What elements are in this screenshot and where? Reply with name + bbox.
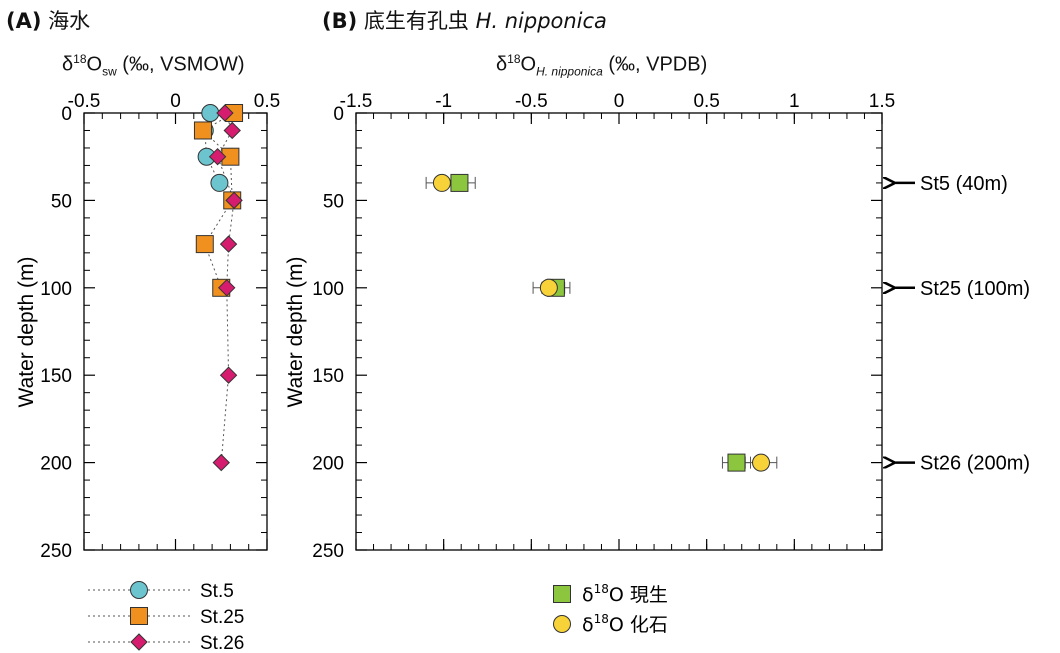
panel-b-station-annotations: St5 (40m) St25 (100m) St26 (200m): [893, 173, 1030, 475]
legend-label: St.5: [200, 581, 234, 602]
station-label: St26 (200m): [920, 453, 1030, 475]
legend-marker: [130, 581, 148, 599]
panel-b-label: (B): [322, 9, 358, 33]
data-point-fossil: [752, 453, 771, 472]
panel-a-title-text: 海水: [48, 9, 91, 33]
panel-a-plot-frame: [83, 112, 268, 551]
x-tick-label: 0.5: [693, 91, 719, 112]
data-point-st-25: [195, 235, 214, 254]
panel-b-data-points: [425, 173, 778, 472]
x-tick-label: -1.5: [340, 91, 373, 112]
station-label: St5 (40m): [920, 173, 1008, 195]
data-point-st-26: [218, 279, 236, 297]
y-tick-label: 200: [40, 454, 72, 475]
data-point-recent: [450, 173, 469, 192]
x-tick-label: 1: [789, 91, 800, 112]
y-tick-label: 250: [312, 541, 344, 562]
panel-a-legend: St.5 St.25 St.26: [88, 581, 244, 653]
panel-a-x-axis-title: δ18Osw (‰, VSMOW): [62, 52, 245, 79]
data-point-st-25: [193, 121, 212, 140]
data-point-fossil: [539, 278, 558, 297]
data-point-st-26: [219, 235, 238, 253]
x-tick-label: -1: [435, 91, 452, 112]
panel-b-legend: δ18O 現生 δ18O 化石: [553, 582, 668, 636]
x-tick-label: -0.5: [68, 91, 101, 112]
y-tick-label: 250: [40, 541, 72, 562]
legend-label: δ18O 化石: [582, 612, 668, 636]
data-point-st-26: [216, 104, 234, 122]
x-tick-label: 0: [170, 91, 181, 112]
data-point-st-26: [225, 191, 243, 210]
x-tick-label: 0: [614, 91, 625, 112]
data-point-st-26: [223, 121, 241, 140]
legend-marker: [553, 585, 571, 603]
panel-b-title-text: 底生有孔虫: [363, 9, 469, 33]
data-point-st-26: [208, 147, 227, 166]
data-point-st-26: [219, 366, 238, 384]
panel-a-y-axis-title: Water depth (m): [15, 257, 38, 408]
legend-label: St.26: [200, 633, 244, 653]
station-label: St25 (100m): [920, 278, 1030, 300]
legend-marker: [130, 633, 148, 651]
panel-b-title: (B) 底生有孔虫 H. nipponica: [322, 5, 607, 35]
panel-b-x-axis-title: δ18OH. nipponica (‰, VPDB): [496, 52, 708, 79]
data-point-recent: [727, 453, 746, 472]
y-tick-label: 150: [40, 366, 72, 387]
y-tick-label: 150: [312, 366, 344, 387]
data-point-st-26: [212, 453, 230, 472]
y-tick-label: 200: [312, 454, 344, 475]
profile-line: [204, 112, 220, 184]
x-tick-label: 0.5: [254, 91, 280, 112]
y-tick-label: 100: [312, 279, 344, 300]
legend-label: St.25: [200, 607, 244, 628]
y-tick-label: 0: [333, 104, 344, 125]
legend-label: δ18O 現生: [582, 582, 668, 606]
x-tick-label: 1.5: [869, 91, 895, 112]
legend-marker: [553, 615, 571, 633]
panel-a-label: (A): [6, 9, 42, 33]
data-point-fossil: [432, 173, 451, 192]
profile-line: [217, 112, 235, 463]
x-tick-label: -0.5: [515, 91, 548, 112]
panel-a-data-points: [193, 104, 244, 472]
panel-b-y-axis-title: Water depth (m): [284, 257, 307, 408]
data-point-st-5: [210, 173, 229, 192]
y-tick-label: 50: [323, 191, 344, 212]
y-tick-label: 50: [51, 191, 72, 212]
y-tick-label: 100: [40, 279, 72, 300]
panel-a-title: (A) 海水: [6, 5, 90, 35]
y-tick-label: 0: [61, 104, 72, 125]
legend-marker: [130, 607, 148, 625]
panel-b-ticks: -1.5 -1 -0.5 0 0.5 1 1.5 0 50 100 150 200 250: [312, 91, 895, 562]
panel-b-title-species: H. nipponica: [475, 9, 607, 33]
